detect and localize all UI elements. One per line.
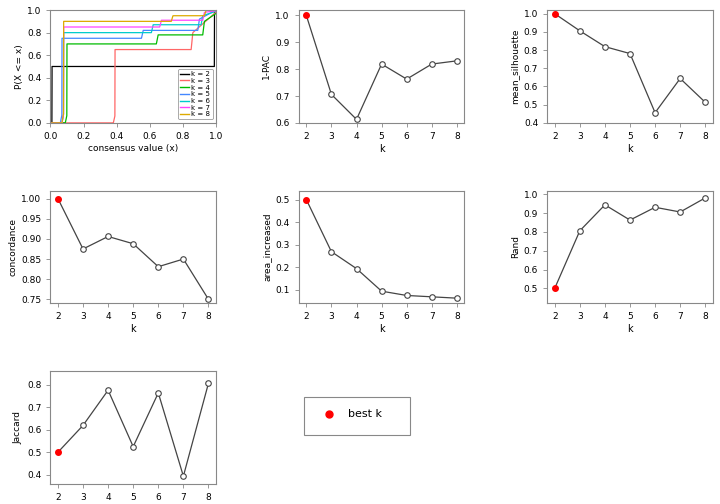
Y-axis label: P(X <= x): P(X <= x) bbox=[15, 44, 24, 89]
Y-axis label: area_increased: area_increased bbox=[262, 213, 271, 281]
Y-axis label: concordance: concordance bbox=[8, 218, 17, 276]
Legend: k = 2, k = 3, k = 4, k = 5, k = 6, k = 7, k = 8: k = 2, k = 3, k = 4, k = 5, k = 6, k = 7… bbox=[179, 69, 212, 119]
Y-axis label: 1-PAC: 1-PAC bbox=[262, 53, 271, 80]
X-axis label: k: k bbox=[379, 144, 384, 154]
FancyBboxPatch shape bbox=[304, 397, 410, 435]
X-axis label: k: k bbox=[627, 324, 633, 334]
Text: best k: best k bbox=[348, 409, 382, 419]
Y-axis label: Jaccard: Jaccard bbox=[14, 411, 23, 444]
Y-axis label: mean_silhouette: mean_silhouette bbox=[510, 29, 520, 104]
X-axis label: k: k bbox=[130, 324, 136, 334]
X-axis label: k: k bbox=[627, 144, 633, 154]
X-axis label: k: k bbox=[379, 324, 384, 334]
Y-axis label: Rand: Rand bbox=[510, 235, 520, 259]
X-axis label: consensus value (x): consensus value (x) bbox=[88, 144, 179, 153]
